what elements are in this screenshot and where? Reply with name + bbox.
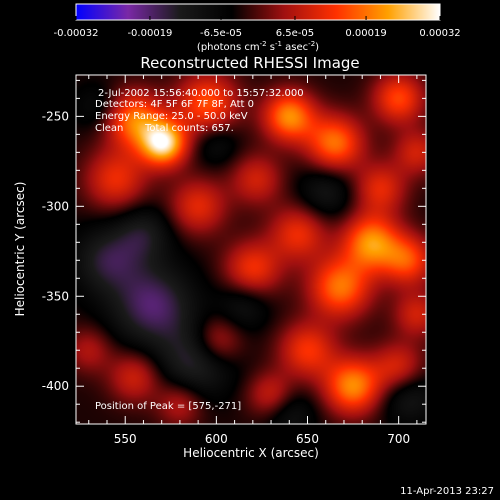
- colorbar-tick-label: -6.5e-05: [200, 28, 242, 39]
- annotation-energy-range: Energy Range: 25.0 - 50.0 keV: [95, 111, 248, 122]
- annotation-peak-position: Position of Peak = [575,-271]: [95, 401, 241, 412]
- y-axis: -250 -300 -350 -400: [42, 79, 426, 423]
- x-tick-label: 550: [114, 432, 137, 446]
- plot-frame: [75, 74, 427, 425]
- y-tick-label: -250: [42, 109, 69, 123]
- colorbar-unit-label: (photons cm-2 s-1 asec-2): [197, 40, 319, 53]
- x-axis: 550 600 650 700: [88, 75, 418, 446]
- annotation-total-counts: Total counts: 657.: [144, 123, 234, 134]
- colorbar-tick-label: -0.00032: [54, 28, 99, 39]
- colorbar-gradient: [75, 3, 441, 21]
- colorbar-tick-label: 0.00032: [419, 28, 460, 39]
- heatmap-canvas: [76, 75, 426, 424]
- colorbar-tick-label: 0.00019: [345, 28, 386, 39]
- chart-title: Reconstructed RHESSI Image: [140, 54, 359, 72]
- annotation-detectors: Detectors: 4F 5F 6F 7F 8F, Att 0: [95, 99, 254, 110]
- y-tick-label: -400: [42, 379, 69, 393]
- annotation-method: Clean: [95, 123, 123, 134]
- colorbar: -0.00032 -0.00019 -6.5e-05 6.5e-05 0.00019 0.…: [54, 3, 461, 53]
- footer-timestamp: 11-Apr-2013 23:27: [400, 486, 494, 497]
- y-tick-label: -300: [42, 199, 69, 213]
- colorbar-tick-label: -0.00019: [127, 28, 172, 39]
- x-axis-label: Heliocentric X (arcsec): [183, 446, 319, 460]
- colorbar-tick-label: 6.5e-05: [276, 28, 314, 39]
- y-tick-label: -350: [42, 289, 69, 303]
- x-tick-label: 700: [387, 432, 410, 446]
- heatmap-image: [75, 74, 427, 425]
- image-annotations: 2-Jul-2002 15:56:40.000 to 15:57:32.000 …: [95, 88, 304, 412]
- x-tick-label: 600: [205, 432, 228, 446]
- annotation-time-range: 2-Jul-2002 15:56:40.000 to 15:57:32.000: [98, 88, 304, 99]
- colorbar-ticks: -0.00032 -0.00019 -6.5e-05 6.5e-05 0.00019 0.…: [54, 16, 461, 39]
- y-axis-label: Heliocentric Y (arcsec): [13, 182, 27, 317]
- x-tick-label: 650: [296, 432, 319, 446]
